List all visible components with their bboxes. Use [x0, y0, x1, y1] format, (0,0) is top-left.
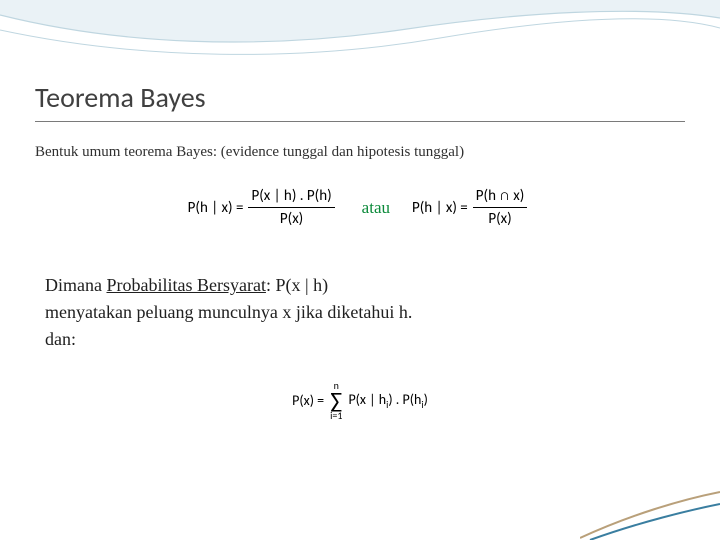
formula1-denominator: P(x) — [277, 208, 306, 228]
slide-content: Teorema Bayes Bentuk umum teorema Bayes:… — [35, 80, 685, 421]
body-paragraph: Dimana Probabilitas Bersyarat: P(x | h) … — [45, 272, 685, 353]
separator-atau: atau — [362, 198, 390, 218]
formula1-lhs: P(h | x) = — [188, 199, 244, 217]
formula-1: P(h | x) = P(x | h) . P(h) P(x) — [188, 187, 340, 228]
sum-rhs: P(x | hi) . P(hi) — [348, 391, 427, 411]
formula-2: P(h | x) = P(h ∩ x) P(x) — [412, 187, 532, 228]
body-line3: dan: — [45, 329, 76, 349]
formula1-numerator: P(x | h) . P(h) — [248, 187, 334, 208]
body-line1c: : P(x | h) — [266, 275, 328, 295]
title-underline — [35, 121, 685, 122]
slide-title: Teorema Bayes — [35, 80, 685, 115]
sigma-lower: i=1 — [330, 411, 342, 421]
formula2-denominator: P(x) — [485, 208, 514, 228]
body-line1a: Dimana — [45, 275, 106, 295]
body-line1b-underlined: Probabilitas Bersyarat — [106, 275, 265, 295]
body-line2: menyatakan peluang munculnya x jika dike… — [45, 302, 412, 322]
sigma-icon: n ∑ i=1 — [330, 381, 342, 421]
bottom-corner-decoration — [580, 480, 720, 540]
subtitle-text: Bentuk umum teorema Bayes: (evidence tun… — [35, 144, 685, 161]
sum-formula: P(x) = n ∑ i=1 P(x | hi) . P(hi) — [35, 381, 685, 421]
formula2-lhs: P(h | x) = — [412, 199, 468, 217]
formula-row: P(h | x) = P(x | h) . P(h) P(x) atau P(h… — [35, 187, 685, 228]
top-wave-decoration — [0, 0, 720, 70]
formula2-numerator: P(h ∩ x) — [473, 187, 528, 208]
sum-lhs: P(x) = — [292, 392, 324, 409]
